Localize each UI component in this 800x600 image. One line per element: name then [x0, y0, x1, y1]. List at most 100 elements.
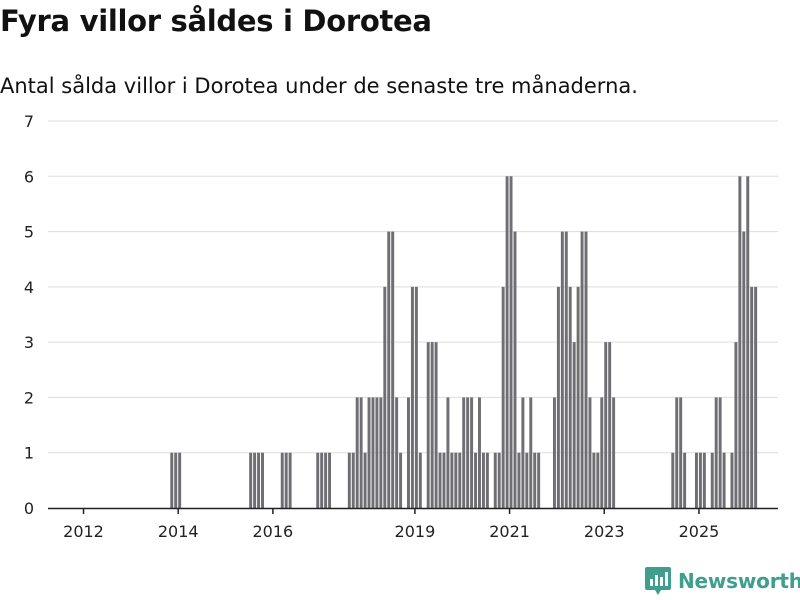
y-tick-label: 7 — [24, 112, 34, 131]
bar — [454, 452, 458, 508]
bar — [584, 231, 588, 509]
bar — [355, 397, 359, 508]
bar — [391, 231, 395, 509]
bar — [371, 397, 375, 508]
bar — [588, 397, 592, 508]
bar — [438, 452, 442, 508]
bar — [257, 452, 261, 508]
bar — [407, 397, 410, 508]
bar — [556, 286, 560, 508]
bar — [525, 452, 529, 508]
x-tick-label: 2014 — [158, 522, 199, 541]
bar — [442, 452, 446, 508]
bar — [458, 452, 462, 508]
bar — [178, 452, 182, 508]
bar — [497, 452, 501, 508]
bar — [367, 397, 371, 508]
chart-subtitle: Antal sålda villor i Dorotea under de se… — [0, 74, 638, 98]
bar — [568, 286, 572, 508]
bar — [513, 231, 517, 509]
bar — [478, 397, 481, 508]
bar — [288, 452, 292, 508]
bar — [280, 452, 284, 508]
bar — [537, 452, 541, 508]
bar — [363, 452, 367, 508]
x-tick-label: 2021 — [489, 522, 530, 541]
bar — [485, 452, 489, 508]
chart-title: Fyra villor såldes i Dorotea — [0, 4, 432, 38]
bar — [261, 452, 264, 508]
bar — [608, 342, 612, 508]
bar — [249, 452, 253, 508]
bar — [359, 397, 363, 508]
bar — [481, 452, 485, 508]
bar — [450, 452, 454, 508]
x-tick-label: 2012 — [63, 522, 104, 541]
bar — [742, 231, 746, 509]
bar — [754, 286, 758, 508]
bar — [434, 342, 438, 508]
brand-logo: Newsworthy — [644, 566, 800, 596]
bar — [552, 397, 556, 508]
bar — [387, 231, 391, 509]
bar — [560, 231, 564, 509]
bar — [509, 176, 513, 509]
bar — [426, 342, 430, 508]
y-tick-label: 3 — [24, 333, 34, 352]
bar — [734, 342, 738, 508]
bar — [466, 397, 470, 508]
bar — [316, 452, 320, 508]
bar — [284, 452, 288, 508]
bar — [430, 342, 434, 508]
bar — [596, 452, 600, 508]
x-tick-label: 2016 — [253, 522, 294, 541]
bar — [351, 452, 355, 508]
bar — [572, 342, 576, 508]
bar — [529, 397, 533, 508]
y-tick-label: 5 — [24, 223, 34, 242]
bar — [675, 397, 679, 508]
bar — [462, 397, 466, 508]
bar — [395, 397, 399, 508]
y-tick-label: 2 — [24, 388, 34, 407]
bar — [379, 397, 383, 508]
bar — [320, 452, 324, 508]
bar — [414, 286, 418, 508]
bar — [683, 452, 687, 508]
highlight-value-label: 4 — [775, 0, 784, 4]
bar — [698, 452, 702, 508]
x-tick-label: 2025 — [679, 522, 720, 541]
bar — [418, 452, 422, 508]
bar — [694, 452, 698, 508]
bar — [580, 231, 584, 509]
newsworthy-logo-icon — [645, 567, 671, 595]
bar — [517, 452, 521, 508]
bar — [493, 452, 497, 508]
y-tick-label: 0 — [24, 499, 34, 518]
bar — [399, 452, 403, 508]
bar — [718, 397, 722, 508]
bar — [612, 397, 616, 508]
bar — [564, 231, 568, 509]
y-tick-label: 1 — [24, 444, 34, 463]
bar — [750, 286, 754, 508]
bar — [592, 452, 596, 508]
bar — [474, 452, 478, 508]
bar — [746, 176, 750, 509]
bar — [671, 452, 675, 508]
bar — [604, 342, 608, 508]
bar — [730, 452, 734, 508]
bar — [505, 176, 509, 509]
bar — [174, 452, 178, 508]
bar — [710, 452, 714, 508]
bar — [383, 286, 387, 508]
bar — [470, 397, 474, 508]
y-tick-label: 6 — [24, 167, 34, 186]
brand-name: Newsworthy — [678, 569, 800, 593]
bar — [501, 286, 505, 508]
bar — [446, 397, 450, 508]
bar — [410, 286, 414, 508]
x-tick-label: 2019 — [395, 522, 436, 541]
bar — [738, 176, 742, 509]
